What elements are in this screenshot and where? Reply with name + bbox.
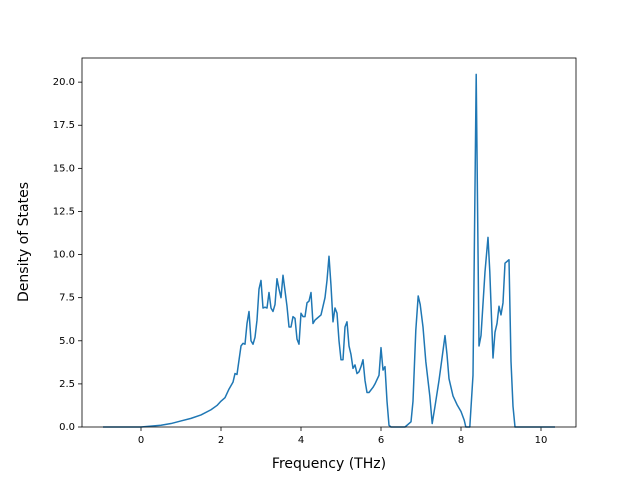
y-tick-label: 20.0	[53, 77, 75, 88]
y-axis-label: Density of States	[16, 182, 32, 302]
x-tick-label: 10	[535, 435, 548, 446]
y-tick-label: 10.0	[53, 250, 75, 261]
y-tick-label: 7.5	[59, 293, 75, 304]
y-tick-label: 5.0	[59, 336, 75, 347]
plot-frame	[81, 57, 577, 428]
y-tick-label: 17.5	[53, 120, 75, 131]
x-tick-label: 2	[218, 435, 224, 446]
x-tick-label: 8	[458, 435, 464, 446]
x-tick-label: 0	[138, 435, 144, 446]
x-tick-label: 4	[298, 435, 304, 446]
x-tick-label: 6	[378, 435, 384, 446]
y-tick-label: 15.0	[53, 163, 75, 174]
x-axis-label: Frequency (THz)	[272, 456, 386, 472]
data-line	[103, 73, 555, 428]
y-tick-label: 2.5	[59, 379, 75, 390]
y-tick-label: 12.5	[53, 206, 75, 217]
y-tick-label: 0.0	[59, 422, 75, 433]
